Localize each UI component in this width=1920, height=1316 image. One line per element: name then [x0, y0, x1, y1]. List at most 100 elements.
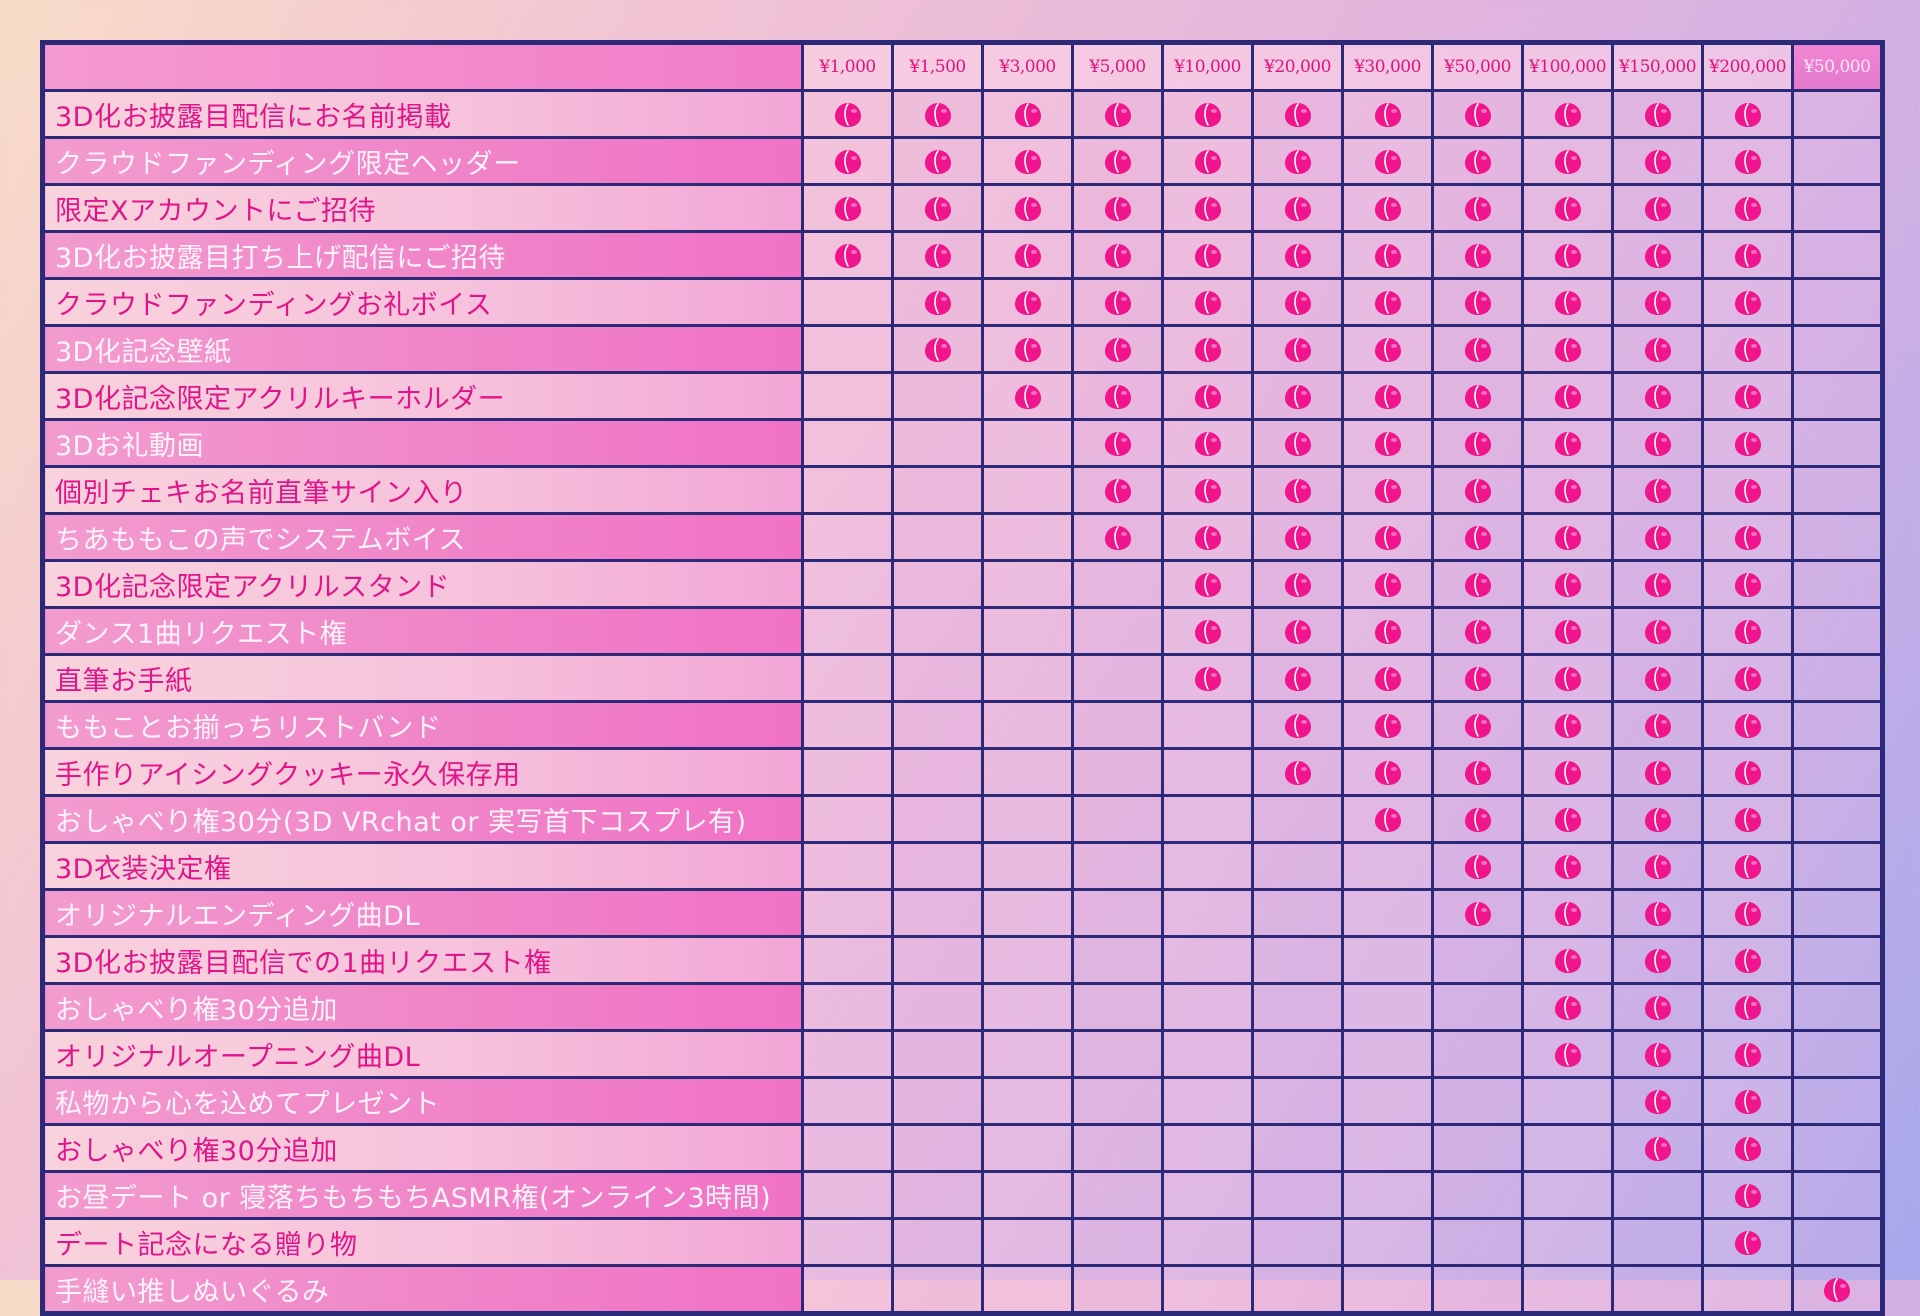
tier-cell	[1161, 418, 1254, 468]
peach-icon	[1104, 338, 1131, 362]
reward-label: ももことお揃っちリストバンド	[41, 700, 804, 750]
tier-cell	[1161, 324, 1254, 374]
reward-label: おしゃべり権30分追加	[41, 982, 804, 1032]
peach-icon	[1554, 573, 1581, 597]
peach-icon	[1014, 103, 1041, 127]
peach-icon	[924, 244, 951, 268]
reward-rows: 3D化お披露目配信にお名前掲載 クラウドファンディング限定ヘッダー 限定Xアカウント…	[41, 89, 1884, 1315]
tier-cell	[1341, 982, 1434, 1032]
tier-cell	[1611, 136, 1704, 186]
tier-cell	[1701, 700, 1794, 750]
tier-cell	[891, 1217, 984, 1267]
tier-cell	[981, 653, 1074, 703]
tier-cell	[801, 653, 894, 703]
tier-cell	[1611, 230, 1704, 280]
peach-icon	[1194, 667, 1221, 691]
peach-icon	[1554, 996, 1581, 1020]
peach-icon	[1734, 573, 1761, 597]
reward-row: ももことお揃っちリストバンド	[41, 700, 1884, 750]
peach-icon	[1734, 150, 1761, 174]
tier-cell	[1161, 1029, 1254, 1079]
peach-icon	[1644, 150, 1671, 174]
reward-label: クラウドファンディングお礼ボイス	[41, 277, 804, 327]
peach-icon	[1104, 103, 1131, 127]
tier-cell	[1431, 1170, 1524, 1220]
tier-cell	[1521, 747, 1614, 797]
peach-icon	[1194, 291, 1221, 315]
tier-header-cell: ¥200,000	[1701, 41, 1794, 92]
tier-cell	[1521, 559, 1614, 609]
tier-cell	[981, 512, 1074, 562]
peach-icon	[1194, 573, 1221, 597]
tier-cell	[1431, 324, 1524, 374]
peach-icon	[1284, 526, 1311, 550]
tier-cell	[1791, 465, 1884, 515]
tier-cell	[891, 794, 984, 844]
peach-icon	[1554, 244, 1581, 268]
peach-icon	[1374, 244, 1401, 268]
peach-icon	[1734, 1043, 1761, 1067]
reward-label: 個別チェキお名前直筆サイン入り	[41, 465, 804, 515]
tier-cell	[1431, 888, 1524, 938]
peach-icon	[1104, 526, 1131, 550]
tier-cell	[801, 277, 894, 327]
peach-icon	[1464, 103, 1491, 127]
tier-cell	[891, 841, 984, 891]
peach-icon	[1284, 244, 1311, 268]
tier-cell	[1431, 841, 1524, 891]
tier-cell	[1701, 371, 1794, 421]
peach-icon	[1284, 291, 1311, 315]
tier-cell	[1341, 653, 1434, 703]
reward-label: オリジナルエンディング曲DL	[41, 888, 804, 938]
peach-icon	[1104, 150, 1131, 174]
tier-cell	[1071, 982, 1164, 1032]
peach-icon	[1734, 714, 1761, 738]
reward-row: 直筆お手紙	[41, 653, 1884, 703]
peach-icon	[1734, 244, 1761, 268]
tier-cell	[1521, 700, 1614, 750]
tier-cell	[981, 794, 1074, 844]
tier-cell	[1431, 1076, 1524, 1126]
peach-icon	[1194, 244, 1221, 268]
tier-cell	[1161, 89, 1254, 139]
tier-cell	[1791, 512, 1884, 562]
tier-cell	[1521, 371, 1614, 421]
tier-cell	[1071, 418, 1164, 468]
tier-cell	[1521, 136, 1614, 186]
tier-cell	[1161, 794, 1254, 844]
tier-cell	[1521, 794, 1614, 844]
tier-cell	[1791, 1170, 1884, 1220]
tier-cell	[1611, 935, 1704, 985]
reward-row: 3D化お披露目配信での1曲リクエスト権	[41, 935, 1884, 985]
peach-icon	[1644, 103, 1671, 127]
peach-icon	[1554, 855, 1581, 879]
tier-cell	[1611, 747, 1704, 797]
peach-icon	[1644, 1043, 1671, 1067]
peach-icon	[1734, 996, 1761, 1020]
tier-cell	[1161, 1217, 1254, 1267]
reward-label: おしゃべり権30分(3D VRchat or 実写首下コスプレ有)	[41, 794, 804, 844]
tier-cell	[1341, 512, 1434, 562]
tier-cell	[981, 1217, 1074, 1267]
reward-row: ダンス1曲リクエスト権	[41, 606, 1884, 656]
reward-row: 私物から心を込めてプレゼント	[41, 1076, 1884, 1126]
reward-row: 手作りアイシングクッキー永久保存用	[41, 747, 1884, 797]
peach-icon	[1464, 667, 1491, 691]
tier-cell	[1251, 1123, 1344, 1173]
tier-header-cell: ¥3,000	[981, 41, 1074, 92]
reward-row: お昼デート or 寝落ちもちもちASMR権(オンライン3時間)	[41, 1170, 1884, 1220]
tier-cell	[801, 841, 894, 891]
peach-icon	[1824, 1278, 1850, 1302]
tier-cell	[1341, 700, 1434, 750]
peach-icon	[1734, 197, 1761, 221]
peach-icon	[1284, 761, 1311, 785]
tier-cell	[891, 606, 984, 656]
peach-icon	[1104, 479, 1131, 503]
tier-cell	[1611, 1217, 1704, 1267]
tier-cell	[891, 324, 984, 374]
tier-cell	[1611, 1170, 1704, 1220]
tier-cell	[1341, 371, 1434, 421]
tier-cell	[1521, 230, 1614, 280]
tier-cell	[891, 136, 984, 186]
header-corner-cell	[41, 41, 804, 92]
